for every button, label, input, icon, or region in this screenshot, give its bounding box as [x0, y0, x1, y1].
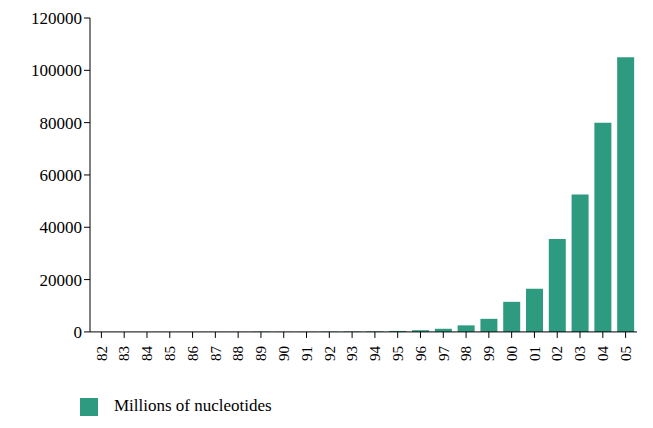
svg-text:94: 94	[367, 345, 383, 361]
svg-text:86: 86	[185, 345, 201, 361]
svg-text:20000: 20000	[40, 271, 83, 290]
svg-text:98: 98	[458, 346, 474, 361]
svg-text:90: 90	[276, 346, 292, 361]
svg-text:95: 95	[390, 346, 406, 361]
svg-text:01: 01	[527, 346, 543, 361]
svg-text:02: 02	[549, 346, 565, 361]
svg-text:93: 93	[344, 346, 360, 361]
html-text:Millions of nucleotides: Millions of nucleotides	[114, 395, 272, 415]
svg-text:92: 92	[322, 346, 338, 361]
svg-text:80000: 80000	[40, 114, 83, 133]
svg-text:87: 87	[208, 345, 224, 361]
svg-text:40000: 40000	[40, 218, 83, 237]
svg-text:0: 0	[74, 323, 83, 342]
svg-text:03: 03	[572, 346, 588, 361]
svg-text:82: 82	[94, 346, 110, 361]
svg-text:91: 91	[299, 346, 315, 361]
svg-text:83: 83	[116, 346, 132, 361]
svg-text:89: 89	[253, 346, 269, 361]
svg-text:84: 84	[139, 345, 155, 361]
svg-text:100000: 100000	[31, 61, 82, 80]
svg-text:96: 96	[413, 345, 429, 361]
svg-text:05: 05	[618, 346, 634, 361]
svg-text:99: 99	[481, 346, 497, 361]
svg-text:88: 88	[230, 346, 246, 361]
svg-text:04: 04	[595, 345, 611, 361]
svg-text:120000: 120000	[31, 9, 82, 28]
svg-text:97: 97	[436, 345, 452, 361]
svg-text:60000: 60000	[40, 166, 83, 185]
svg-text:85: 85	[162, 346, 178, 361]
svg-text:00: 00	[504, 346, 520, 361]
